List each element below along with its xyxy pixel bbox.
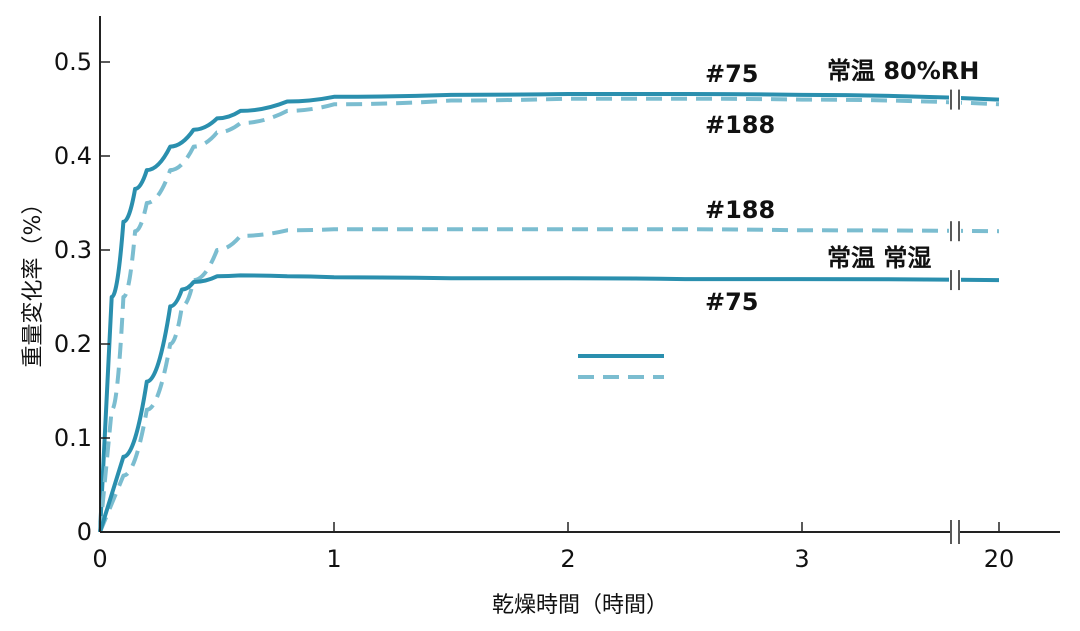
line-break-gap bbox=[949, 268, 961, 293]
x-tick-label: 2 bbox=[560, 545, 575, 573]
axis-break-gap bbox=[950, 522, 960, 542]
legend bbox=[578, 354, 664, 379]
series-high-dashed-line bbox=[98, 96, 1000, 533]
labels-layer: 0 1 2 3 20 0 0.1 0.2 0.3 0.4 0.5 bbox=[54, 48, 1014, 573]
x-tick-label: 1 bbox=[326, 545, 341, 573]
series-low-solid-line bbox=[98, 273, 1000, 533]
x-tick-label: 3 bbox=[794, 545, 809, 573]
series-high-solid-line bbox=[98, 91, 1000, 533]
x-tick-label: 20 bbox=[984, 545, 1015, 573]
annotation-group-low: 常温 常湿 bbox=[827, 244, 931, 272]
y-tick-label: 0.1 bbox=[54, 424, 92, 452]
x-tick-label: 0 bbox=[92, 545, 107, 573]
y-axis-title: 重量変化率（%） bbox=[21, 193, 46, 368]
annotation-high-dashed: #188 bbox=[705, 111, 775, 139]
y-tick-label: 0.5 bbox=[54, 48, 92, 76]
series-layer bbox=[98, 87, 1000, 533]
annotation-high-solid: #75 bbox=[705, 60, 759, 88]
y-tick-label: 0.4 bbox=[54, 142, 92, 170]
annotation-group-high: 常温 80%RH bbox=[827, 57, 979, 85]
y-tick-label: 0.3 bbox=[54, 236, 92, 264]
y-tick-label: 0.2 bbox=[54, 330, 92, 358]
line-break-gap bbox=[949, 87, 961, 112]
axes-layer bbox=[99, 16, 1060, 544]
annotation-low-solid: #75 bbox=[705, 288, 759, 316]
annotation-low-dashed: #188 bbox=[705, 196, 775, 224]
x-axis-title: 乾燥時間（時間） bbox=[492, 593, 668, 618]
y-tick-label: 0 bbox=[77, 518, 92, 546]
series-low-dashed-line bbox=[98, 227, 1000, 533]
line-break-gap bbox=[949, 219, 961, 244]
